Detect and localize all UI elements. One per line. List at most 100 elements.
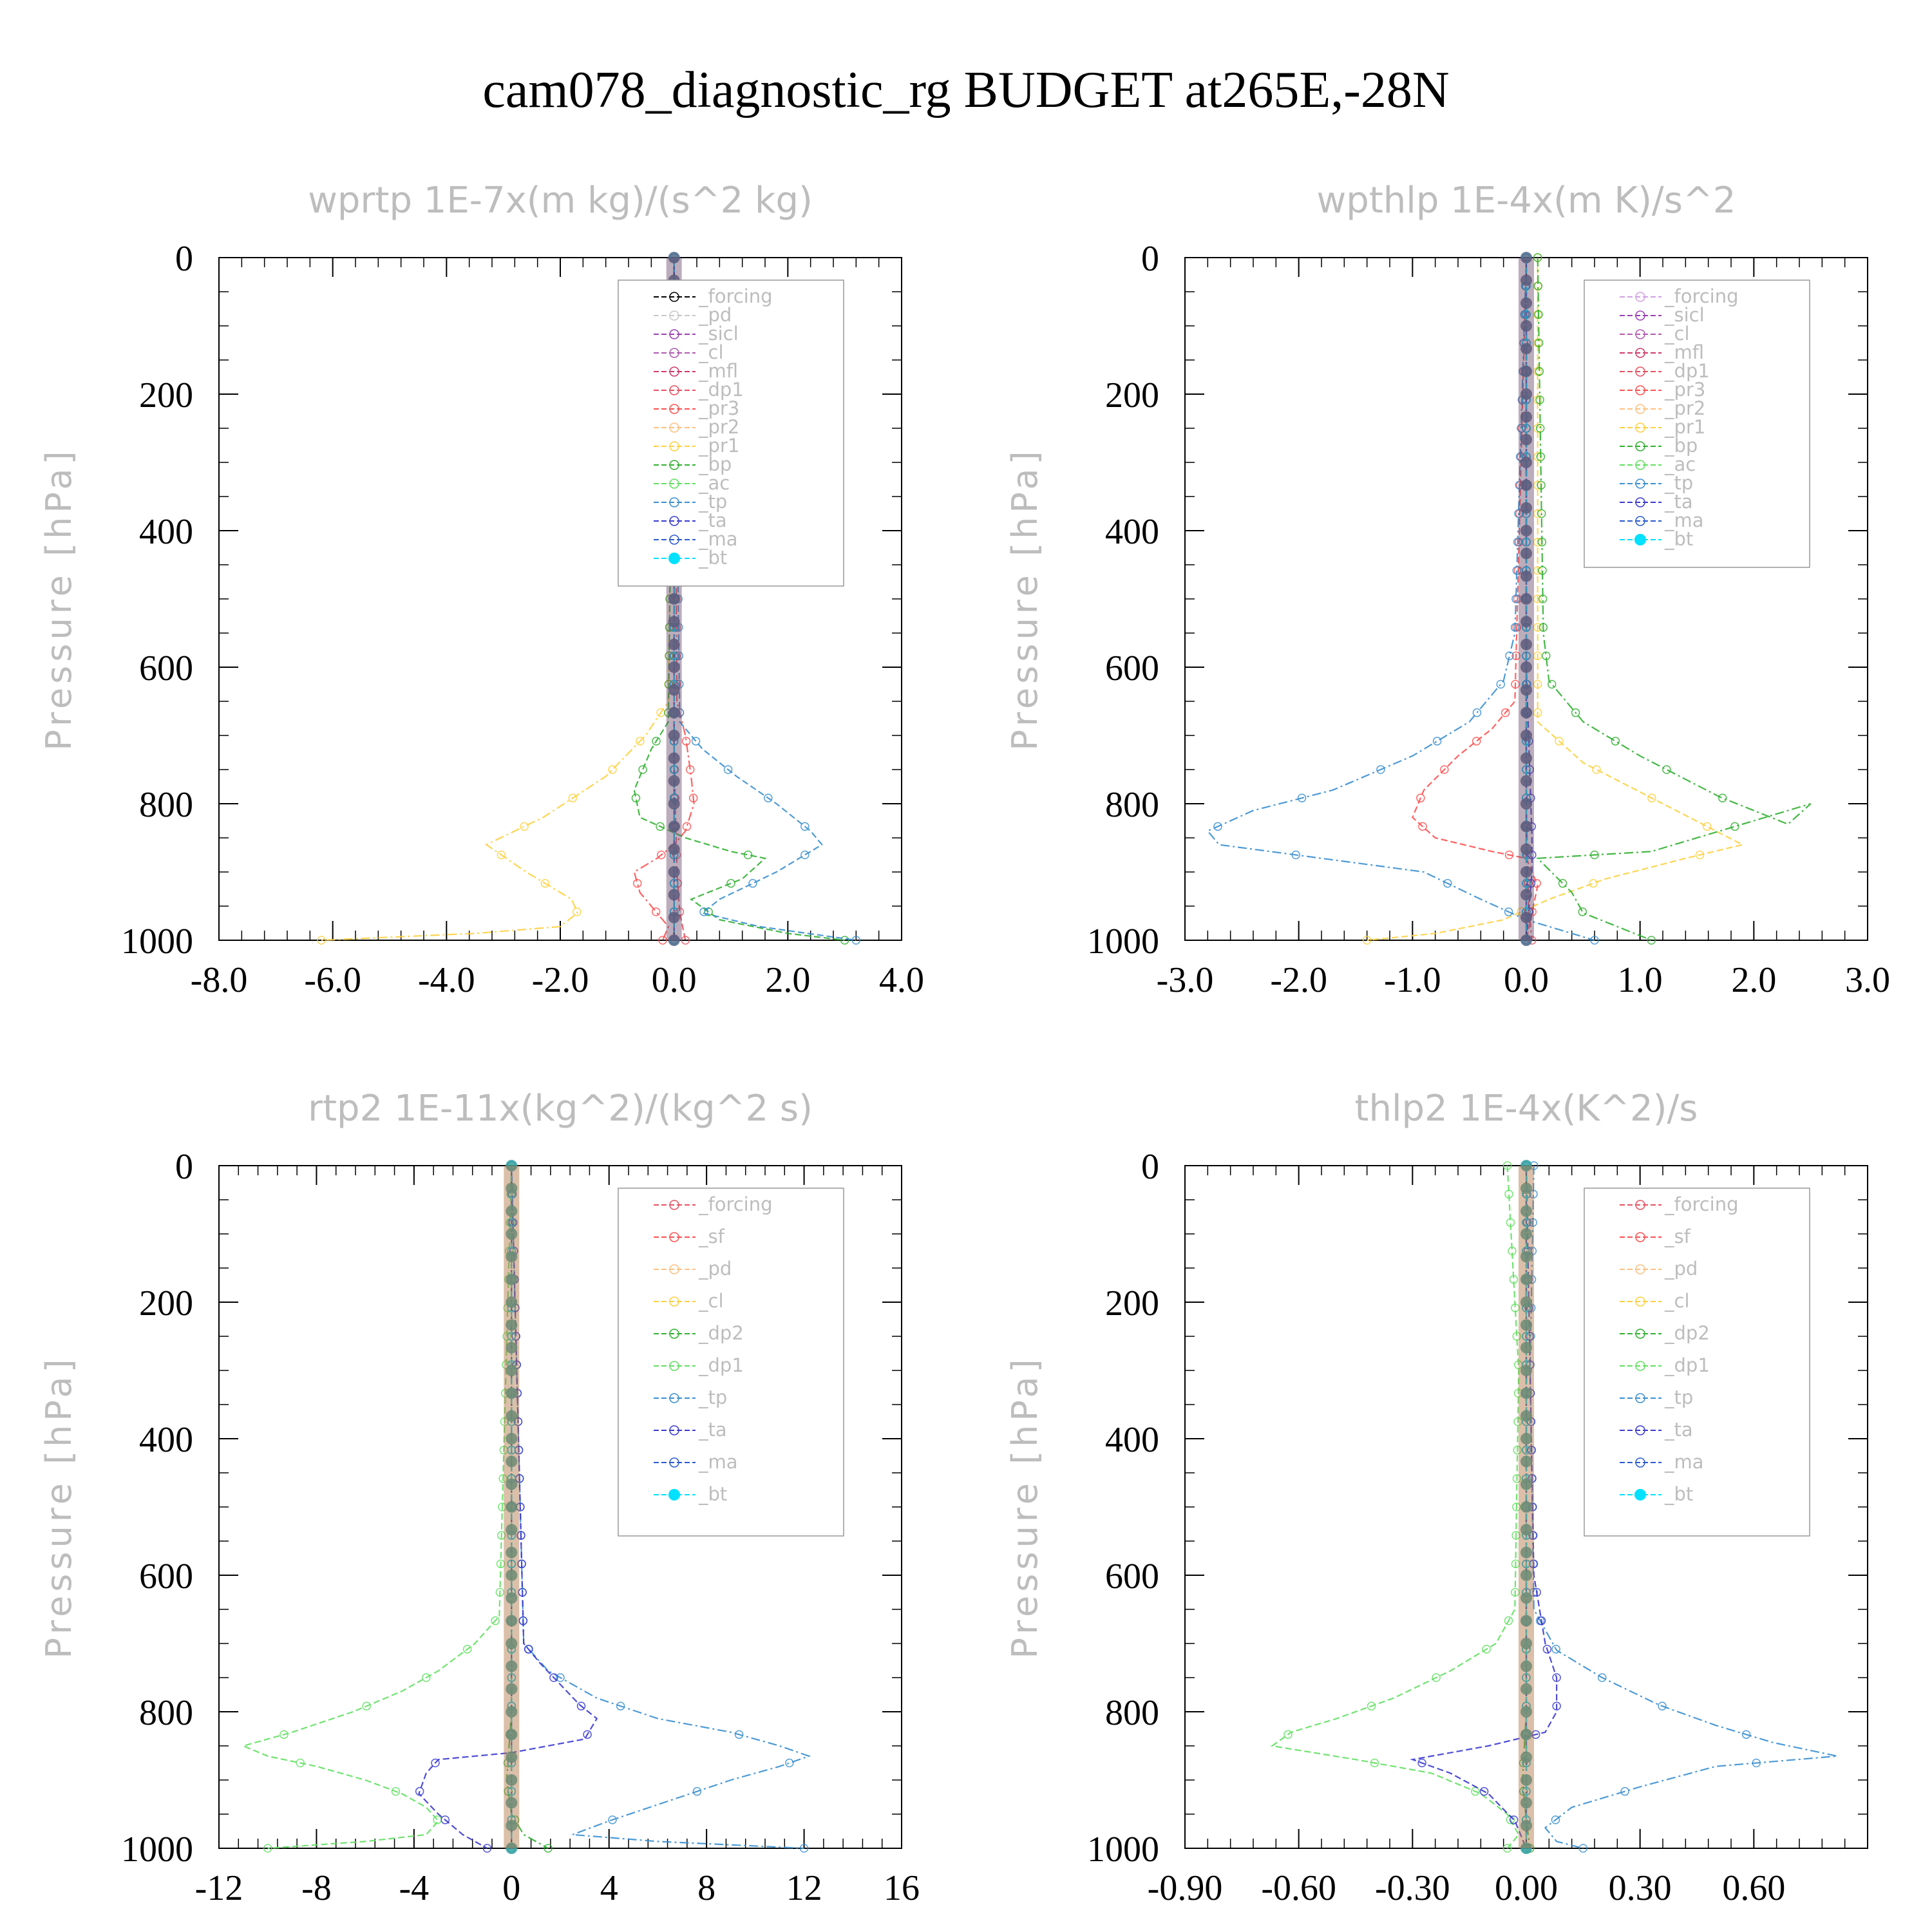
series-line-pr1 [321,257,675,942]
series-point-dp1 [422,1673,431,1682]
series-line-tp [511,1165,811,1850]
series-point-dp1 [391,1786,401,1796]
bt-point [506,1205,518,1217]
chart-panel-thlp2: thlp2 1E-4x(K^2)/s Pressure [hPa] 0 200 400 6… [966,908,1932,1908]
y-tick-label: 0 [175,239,193,279]
legend-label: _forcing [1664,285,1739,307]
series-point-ta [1552,1673,1561,1682]
bt-point [1520,433,1532,446]
legend-label: _pd [1664,1258,1698,1280]
x-tick-label: 16 [884,1868,920,1908]
legend-label: _pr3 [1664,379,1705,401]
series-point-pr1 [1695,850,1705,860]
series-point-bp [1538,566,1547,575]
bt-point [506,1182,518,1195]
stacked-zero-band [504,1166,520,1848]
bt-point [1520,479,1532,491]
series-point-pr3 [1440,765,1449,774]
series-point-dp1 [1511,1587,1520,1597]
bt-point [1520,525,1532,536]
series-point-dp1 [1432,1673,1441,1682]
legend-marker-pr3 [669,404,679,414]
y-tick-label: 600 [139,1557,193,1596]
series-point-dp2 [504,1786,513,1796]
series-point-dp1 [1502,1844,1512,1853]
series-point-tp [1578,1844,1588,1853]
series-point-pr3 [632,878,642,888]
bt-point [1520,1501,1532,1513]
bt-point [1520,1615,1532,1627]
legend-label: _mfl [698,360,738,382]
series-point-pr1 [1533,679,1542,689]
bt-point [1520,1797,1532,1809]
series-point-dp1 [498,1474,507,1483]
legend-marker-dp1 [669,1361,679,1371]
series-point-dp1 [1504,1616,1513,1625]
legend-marker-cl [669,1296,679,1307]
bt-point [1520,1638,1532,1649]
series-point-tp [1620,1786,1629,1796]
legend-marker-ta [1635,1425,1645,1435]
series-point-tp [608,1815,617,1824]
x-tick-label: 0.60 [1722,1868,1785,1908]
y-tick-label: 200 [139,375,193,415]
legend-label: _sicl [698,323,739,345]
legend-marker-pr2 [1635,404,1645,414]
series-ta [1410,1161,1561,1853]
series-point-bt [1522,1786,1531,1796]
series-point-bt [507,1559,516,1569]
series-point-ta [513,1417,523,1426]
y-tick-label: 200 [1105,1283,1159,1323]
series-point-tp [723,765,733,774]
chart-panel-rtp2: rtp2 1E-11x(kg^2)/(kg^2 s) Pressure [hPa]… [0,908,966,1908]
series-point-pr1 [1533,452,1542,461]
series-point-ta [524,1645,533,1654]
legend-label: _ma [1664,1451,1704,1473]
legend-label: _pr2 [698,416,739,438]
bt-point [668,843,680,855]
chart-svg-wprtp: wprtp 1E-7x(m kg)/(s^2 kg) Pressure [hPa]… [39,180,924,1000]
y-tick-label: 800 [1105,785,1159,825]
bt-point [506,1797,518,1809]
series-point-ta [415,1786,424,1796]
legend-label: _pd [698,304,732,326]
bt-point [506,1615,518,1627]
series-point-tp [800,822,810,831]
series-point-dp2 [1519,1786,1528,1796]
series-point-ta [1528,1531,1538,1540]
series-point-tp [785,1758,794,1768]
stacked-zero-band [1519,1166,1534,1848]
x-tick-label: 4 [600,1868,618,1908]
series-point-bt [1522,765,1531,774]
y-tick-label: 800 [139,785,193,825]
bt-point [1520,1319,1532,1331]
series-point-dp1 [500,1417,509,1426]
series-point-ta [518,1587,527,1597]
bt-point [506,1660,518,1672]
series-point-ta [1526,878,1536,888]
legend-marker-sicl [669,329,679,339]
y-tick-label: 200 [1105,375,1159,415]
chart-title: thlp2 1E-4x(K^2)/s [1355,1088,1698,1130]
bt-point [1520,1205,1532,1217]
bt-point [668,638,680,650]
legend-label: _sicl [1664,304,1705,326]
bt-point [1520,1819,1532,1832]
series-point-dp1 [681,936,690,945]
series-point-pr3 [657,850,666,860]
series-point-ta [583,1730,592,1739]
bt-point [1520,1410,1532,1422]
series-point-dp1 [1512,1474,1522,1483]
legend-marker-dp1 [1635,1361,1645,1371]
legend-marker-ma [1635,1457,1645,1468]
series-point-dp1 [673,878,683,888]
bt-point [1520,706,1532,719]
series-point-bt [669,765,679,774]
bt-point [1520,320,1532,332]
legend-label: _forcing [1664,1193,1739,1215]
series-point-tp [1291,850,1300,860]
series-point-bt [1522,878,1531,888]
y-tick-label: 600 [139,649,193,688]
series-point-bt [507,1218,516,1227]
bt-point [1520,638,1532,650]
